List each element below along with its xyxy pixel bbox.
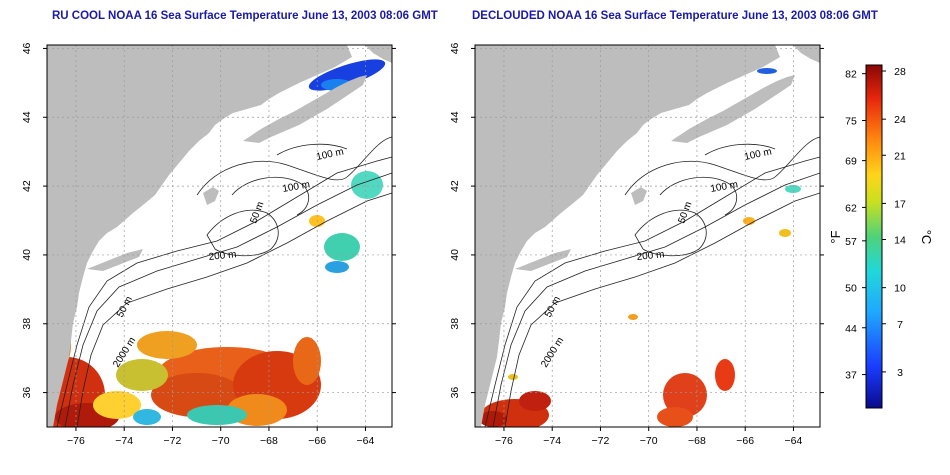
celsius-tick-label: 28	[894, 66, 906, 78]
x-tick-label: −66	[736, 435, 754, 447]
x-tick-label: −72	[592, 435, 610, 447]
right-map-title: DECLOUDED NOAA 16 Sea Surface Temperatur…	[472, 10, 878, 22]
celsius-tick-label: 10	[894, 283, 906, 295]
y-tick-label: 42	[21, 180, 33, 192]
left-grid: −76 −74 −72 −70 −68 −66 −64 36 38 40 42 44 46	[21, 42, 396, 447]
left-map-title: RU COOL NOAA 16 Sea Surface Temperature …	[52, 10, 438, 22]
celsius-tick-label: 14	[894, 235, 906, 247]
x-tick-label: −64	[785, 435, 803, 447]
x-tick-label: −74	[543, 435, 561, 447]
colorbar: 28 24 21 17 14 10 7 3 82 75 69 62 57 50 44 37 °F °C	[828, 64, 934, 409]
y-tick-label: 38	[21, 318, 33, 330]
y-tick-label: 40	[21, 249, 33, 261]
contour-label-200m: 200 m	[208, 249, 237, 263]
celsius-tick-label: 3	[897, 367, 903, 379]
celsius-tick-label: 17	[894, 198, 906, 210]
contour-label-100m-b: 100 m	[282, 179, 311, 195]
x-tick-label: −70	[640, 435, 658, 447]
fahrenheit-tick-label: 69	[845, 156, 857, 168]
celsius-label: °C	[919, 230, 934, 245]
x-tick-label: −72	[164, 435, 182, 447]
y-tick-label: 36	[21, 387, 33, 399]
colorbar-gradient	[865, 64, 883, 409]
y-tick-label: 46	[21, 42, 33, 54]
fahrenheit-tick-label: 75	[845, 115, 857, 127]
y-tick-label: 44	[21, 111, 33, 123]
celsius-tick-label: 24	[894, 114, 906, 126]
celsius-tick-label: 21	[894, 150, 906, 162]
y-tick-label: 38	[449, 318, 461, 330]
fahrenheit-tick-label: 57	[845, 236, 857, 248]
x-tick-label: −76	[67, 435, 85, 447]
fahrenheit-tick-label: 37	[845, 370, 857, 382]
y-tick-label: 40	[449, 249, 461, 261]
y-tick-label: 44	[449, 111, 461, 123]
fahrenheit-tick-label: 62	[845, 202, 857, 214]
fahrenheit-tick-label: 44	[845, 323, 857, 335]
x-tick-label: −76	[495, 435, 513, 447]
x-tick-label: −68	[688, 435, 706, 447]
x-tick-label: −66	[308, 435, 326, 447]
fahrenheit-tick-label: 82	[845, 69, 857, 81]
celsius-tick-label: 7	[897, 319, 903, 331]
right-sst-patches	[479, 62, 801, 427]
contour-label-200m-right: 200 m	[636, 249, 665, 263]
contour-label-100m-b-right: 100 m	[710, 179, 739, 195]
x-tick-label: −70	[212, 435, 230, 447]
y-tick-label: 42	[449, 180, 461, 192]
fahrenheit-tick-label: 50	[845, 283, 857, 295]
x-tick-label: −68	[260, 435, 278, 447]
x-tick-label: −64	[357, 435, 375, 447]
fahrenheit-label: °F	[828, 230, 843, 243]
right-grid: −76 −74 −72 −70 −68 −66 −64 36 38 40 42 44 46	[449, 42, 824, 447]
x-tick-label: −74	[115, 435, 133, 447]
y-tick-label: 46	[449, 42, 461, 54]
y-tick-label: 36	[449, 387, 461, 399]
